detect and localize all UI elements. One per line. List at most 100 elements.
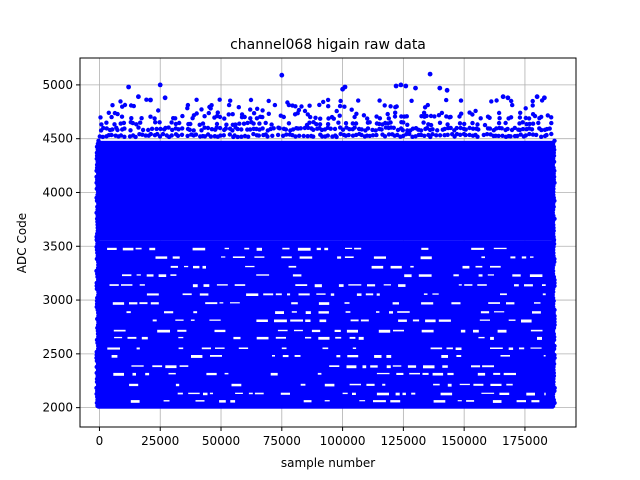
y-tick-label: 2000 xyxy=(42,401,73,415)
band-gap xyxy=(492,400,502,403)
band-gap xyxy=(205,302,218,305)
band-gap xyxy=(316,293,326,295)
band-gap xyxy=(534,302,541,304)
data-point xyxy=(175,133,181,138)
data-point xyxy=(374,132,379,138)
data-point xyxy=(248,107,253,112)
data-point xyxy=(404,114,409,119)
data-point xyxy=(266,111,271,117)
band-gap xyxy=(329,365,340,367)
data-point xyxy=(325,97,331,103)
data-point xyxy=(334,134,339,140)
band-gap xyxy=(378,329,391,333)
data-point xyxy=(277,126,282,131)
band-gap xyxy=(346,329,358,333)
data-point xyxy=(353,121,359,126)
data-point xyxy=(270,133,275,138)
data-point xyxy=(110,127,115,132)
data-point xyxy=(115,127,120,133)
band-gap xyxy=(297,247,311,251)
data-point xyxy=(523,106,528,111)
data-point xyxy=(152,116,157,121)
data-point xyxy=(526,116,532,121)
data-point xyxy=(122,134,127,139)
data-point xyxy=(290,127,296,132)
band-gap xyxy=(514,284,519,287)
band-gap xyxy=(113,372,124,376)
band-gap xyxy=(374,355,382,358)
band-gap xyxy=(464,284,473,286)
data-point xyxy=(458,132,463,137)
data-point xyxy=(148,131,153,137)
band-gap xyxy=(164,311,174,314)
data-point xyxy=(338,98,343,104)
data-point xyxy=(445,132,450,137)
data-point xyxy=(239,134,244,139)
data-point xyxy=(214,125,219,130)
band-gap xyxy=(107,247,117,250)
band-gap xyxy=(113,329,126,332)
band-gap xyxy=(157,329,170,333)
band-gap xyxy=(366,383,375,386)
band-gap xyxy=(191,355,203,358)
band-gap xyxy=(481,392,495,394)
band-gap xyxy=(453,274,459,277)
band-gap xyxy=(314,284,322,288)
data-point xyxy=(130,120,135,126)
band-gap xyxy=(152,319,157,322)
data-point xyxy=(251,121,256,126)
data-point xyxy=(136,125,141,130)
data-point xyxy=(489,99,494,104)
band-gap xyxy=(432,293,439,295)
data-point xyxy=(523,133,528,138)
band-gap xyxy=(530,347,542,349)
data-point xyxy=(444,97,449,103)
band-gap xyxy=(177,392,183,395)
data-point xyxy=(257,121,262,126)
x-tick-label: 50000 xyxy=(202,434,240,448)
band-gap xyxy=(256,274,270,276)
band-gap xyxy=(270,372,278,376)
band-gap xyxy=(386,365,391,369)
data-point xyxy=(156,108,161,113)
band-gap xyxy=(190,319,195,321)
band-gap xyxy=(376,293,380,296)
band-gap xyxy=(324,247,329,251)
y-tick-label: 3000 xyxy=(42,293,73,307)
data-point xyxy=(544,132,549,138)
band-gap xyxy=(318,302,330,305)
band-gap xyxy=(477,284,487,286)
data-point xyxy=(328,126,333,131)
band-gap xyxy=(335,336,342,339)
band-gap xyxy=(238,347,249,349)
band-gap xyxy=(201,347,211,350)
band-gap xyxy=(219,400,226,403)
band-gap xyxy=(112,302,125,305)
band-gap xyxy=(175,383,180,387)
band-gap xyxy=(481,256,485,259)
data-point xyxy=(140,132,145,137)
data-point xyxy=(379,127,384,132)
data-point xyxy=(409,98,414,104)
band-gap xyxy=(493,247,507,250)
band-gap xyxy=(127,336,137,339)
band-gap xyxy=(421,302,434,305)
data-point xyxy=(311,127,316,132)
data-point xyxy=(334,108,339,114)
band-gap xyxy=(433,383,440,386)
band-gap xyxy=(423,365,435,369)
outlier-point xyxy=(126,84,131,90)
band-gap xyxy=(129,383,139,387)
data-point xyxy=(527,131,532,137)
data-point xyxy=(239,112,245,117)
outlier-point xyxy=(342,84,348,90)
band-gap xyxy=(199,293,209,296)
band-gap xyxy=(334,329,341,332)
band-gap xyxy=(460,329,466,333)
band-gap xyxy=(478,274,483,277)
data-point xyxy=(523,115,528,121)
data-point xyxy=(157,134,163,139)
band-gap xyxy=(337,256,342,259)
outlier-point xyxy=(542,95,547,101)
data-point xyxy=(510,102,515,108)
